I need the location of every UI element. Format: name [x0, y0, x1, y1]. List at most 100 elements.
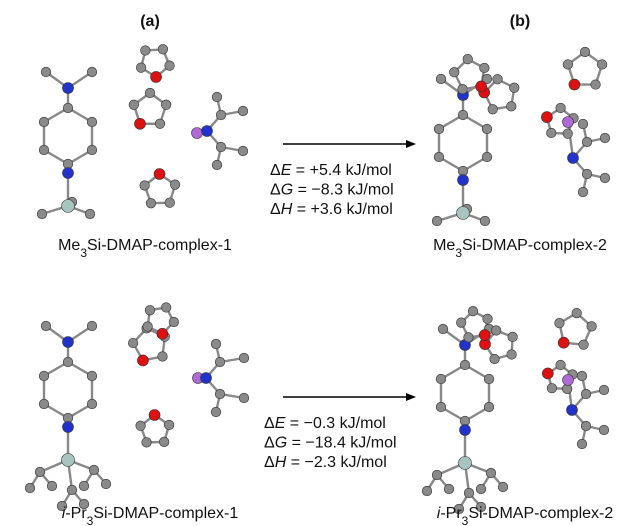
atom — [142, 438, 152, 448]
atom — [542, 368, 553, 379]
atom — [165, 61, 175, 71]
figure: (a) (b) Me3Si-DMAP-complex-1Me3Si-DMAP-c… — [0, 0, 641, 526]
atom — [482, 124, 492, 134]
symbol: H — [275, 454, 287, 471]
atom — [39, 145, 49, 155]
value: = +5.4 kJ/mol — [291, 162, 392, 179]
atom — [136, 421, 146, 431]
atom — [216, 142, 226, 152]
atom — [600, 173, 610, 183]
atom — [63, 337, 74, 348]
atom — [63, 103, 73, 113]
atom — [547, 383, 557, 393]
atom — [215, 357, 225, 367]
atom — [479, 330, 490, 341]
symbol: E — [275, 415, 286, 432]
delta: Δ — [270, 201, 281, 218]
caption-part: Me — [58, 237, 80, 254]
atom — [432, 216, 442, 226]
delta: Δ — [264, 415, 275, 432]
atom — [39, 399, 49, 409]
atom — [238, 106, 248, 116]
atom — [87, 321, 97, 331]
atom — [432, 470, 442, 480]
value: = +3.6 kJ/mol — [292, 201, 393, 218]
atom — [507, 350, 517, 360]
caption-part: Si-DMAP-complex-1 — [87, 237, 232, 254]
atom — [239, 393, 249, 403]
atom — [158, 352, 168, 362]
value: = −8.3 kJ/mol — [293, 182, 394, 199]
atom — [464, 333, 474, 343]
atom — [556, 103, 566, 113]
caption-part: Si-DMAP-complex-1 — [93, 505, 238, 522]
atom — [41, 321, 51, 331]
atom — [422, 486, 432, 496]
atom — [556, 360, 566, 370]
atom — [490, 354, 500, 364]
atom — [577, 439, 587, 449]
panel-label: (a) — [140, 13, 160, 30]
atom — [87, 67, 97, 77]
atom — [161, 100, 171, 110]
atom — [436, 374, 446, 384]
atom — [63, 422, 74, 433]
arrow — [283, 140, 416, 148]
atom — [434, 152, 444, 162]
atom — [101, 479, 111, 489]
caption-part: Si-DMAP-complex-2 — [462, 237, 607, 254]
caption: i-Pr3Si-DMAP-complex-1 — [62, 505, 239, 526]
energy-line: ΔH = −2.3 kJ/mol — [264, 454, 387, 471]
delta: Δ — [264, 435, 275, 452]
atom — [216, 110, 226, 120]
atom — [458, 84, 468, 94]
panel-label: (b) — [510, 13, 530, 30]
atom — [89, 465, 99, 475]
atom — [591, 80, 601, 90]
atom — [464, 488, 474, 498]
atom — [563, 117, 574, 128]
atom — [468, 306, 478, 316]
caption-part: Me — [433, 237, 455, 254]
atom — [463, 54, 473, 64]
atom — [449, 67, 459, 77]
atom — [480, 216, 490, 226]
atom — [580, 47, 590, 57]
atom — [567, 405, 578, 416]
atom — [63, 357, 73, 367]
atom — [239, 353, 249, 363]
caption: Me3Si-DMAP-complex-1 — [58, 237, 232, 260]
atom — [146, 198, 156, 208]
atom — [434, 124, 444, 134]
atom — [128, 338, 138, 348]
atom — [62, 454, 75, 467]
energy-line: ΔE = −0.3 kJ/mol — [264, 415, 386, 432]
atom — [460, 360, 470, 370]
atom — [486, 468, 496, 478]
atom — [165, 198, 175, 208]
atom — [581, 389, 591, 399]
atom — [85, 209, 95, 219]
atom — [87, 399, 97, 409]
atom — [151, 71, 162, 82]
atom — [488, 104, 498, 114]
atom — [169, 317, 179, 327]
atom — [87, 371, 97, 381]
atom — [164, 420, 174, 430]
atom — [155, 119, 165, 129]
atom — [484, 402, 494, 412]
atom — [136, 63, 146, 73]
atom — [154, 169, 165, 180]
atom — [436, 402, 446, 412]
atom — [134, 118, 145, 129]
atom — [145, 305, 155, 315]
atom — [563, 375, 574, 386]
atom — [79, 481, 89, 491]
atom — [211, 339, 221, 349]
atom — [578, 119, 588, 129]
atom — [129, 100, 139, 110]
atom — [436, 74, 446, 84]
value: = −0.3 kJ/mol — [285, 415, 386, 432]
caption-part: Si-DMAP-complex-2 — [468, 505, 613, 522]
atom — [599, 385, 609, 395]
